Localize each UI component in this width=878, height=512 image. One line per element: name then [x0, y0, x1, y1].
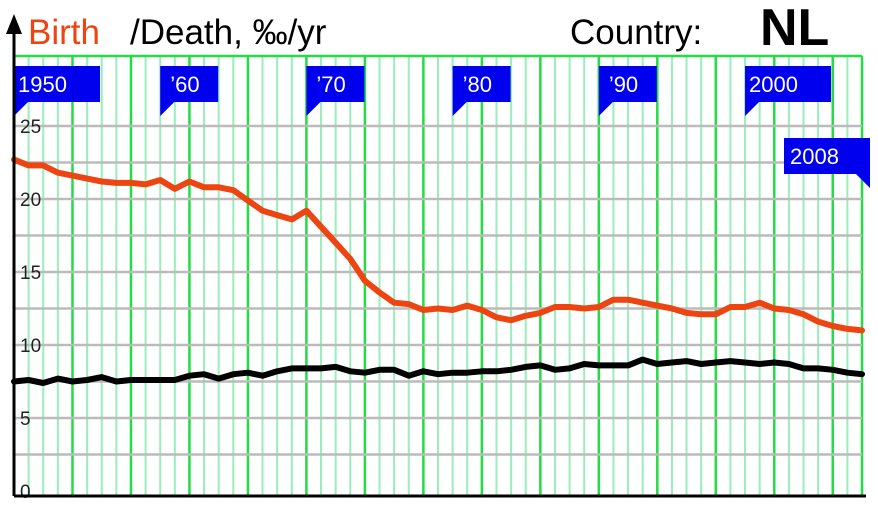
end-marker-label: 2008 [790, 144, 839, 169]
series-line-death [11, 356, 865, 386]
decade-markers: 1950 ’60 ’70 ’80 ’90 2000 2008 [14, 66, 870, 188]
birth-label: Birth [28, 13, 100, 52]
y-tick-label: 20 [20, 190, 41, 211]
death-label: /Death, ‰/yr [130, 13, 327, 52]
decade-marker-flag [745, 66, 832, 116]
series-lines [11, 156, 865, 386]
country-label: Country: [570, 13, 702, 52]
y-tick-label: 15 [20, 263, 41, 284]
country-code: NL [760, 0, 829, 57]
decade-marker-flag [14, 66, 100, 116]
end-marker-flag [784, 138, 870, 188]
decade-marker-label: ’80 [463, 72, 492, 97]
decade-marker-label: ’70 [316, 72, 345, 97]
major-grid [12, 54, 864, 496]
minor-year-grid [13, 56, 863, 496]
decade-marker-label: ’90 [609, 72, 638, 97]
y-tick-label: 5 [20, 409, 31, 430]
decade-marker-label: ’60 [170, 72, 199, 97]
decade-marker-flag [306, 66, 365, 116]
decade-marker-label: 1950 [18, 72, 67, 97]
y-axis-arrow-icon [6, 14, 22, 34]
y-tick-label: 25 [20, 117, 41, 138]
y-tick-label: 0 [20, 482, 31, 503]
decade-marker-flag [452, 66, 511, 116]
horizontal-grid [14, 124, 862, 456]
y-axis-ticks: 0 5 10 15 20 25 [20, 117, 41, 503]
decade-marker-flag [598, 66, 657, 116]
decade-marker-label: 2000 [749, 72, 798, 97]
decade-marker-flag [160, 66, 219, 116]
series-line-birth [11, 156, 865, 334]
y-tick-label: 10 [20, 336, 41, 357]
